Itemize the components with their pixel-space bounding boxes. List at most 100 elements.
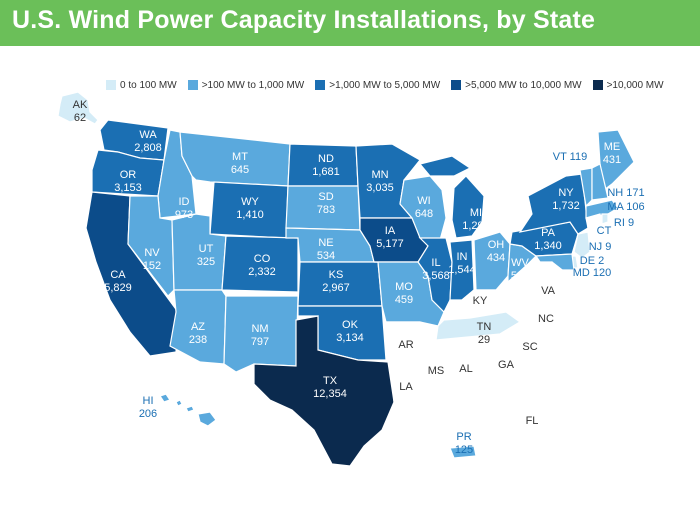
legend-item: >5,000 MW to 10,000 MW xyxy=(451,79,582,91)
state-value-wv: 583 xyxy=(511,270,529,282)
state-nh xyxy=(591,163,609,201)
state-fl xyxy=(456,397,567,475)
state-tx xyxy=(253,315,395,467)
legend-label: >10,000 MW xyxy=(606,79,664,91)
map-legend: 0 to 100 MW >100 MW to 1,000 MW >1,000 MW … xyxy=(106,78,675,92)
state-value-az: 238 xyxy=(189,334,207,346)
state-value-mt: 645 xyxy=(231,164,249,176)
state-label-mo: MO xyxy=(395,281,413,293)
state-value-in: 1,544 xyxy=(448,264,476,276)
state-label-ct: CT xyxy=(597,225,612,237)
state-label-fl: FL xyxy=(526,415,539,427)
state-value-il: 3,568 xyxy=(422,270,450,282)
state-label-ok: OK xyxy=(342,319,359,331)
state-label-wy: WY xyxy=(241,196,259,208)
state-value-nd: 1,681 xyxy=(312,166,340,178)
state-label-wa: WA xyxy=(139,129,157,141)
state-value-mn: 3,035 xyxy=(366,182,394,194)
legend-label: >5,000 MW to 10,000 MW xyxy=(465,79,582,91)
legend-item: >10,000 MW xyxy=(592,79,664,91)
legend-swatch xyxy=(592,80,603,90)
state-label-la: LA xyxy=(399,381,413,393)
page-title: U.S. Wind Power Capacity Installations, … xyxy=(12,6,596,34)
title-banner: U.S. Wind Power Capacity Installations, … xyxy=(0,0,700,46)
state-label-ut: UT xyxy=(199,243,214,255)
state-label-md: MD 120 xyxy=(573,267,612,279)
state-label-al: AL xyxy=(459,363,472,375)
state-label-de: DE 2 xyxy=(580,255,604,267)
state-ma xyxy=(585,199,619,219)
state-label-pa: PA xyxy=(541,227,556,239)
state-ar xyxy=(385,321,437,373)
state-value-me: 431 xyxy=(603,154,621,166)
state-value-ak: 62 xyxy=(74,112,86,124)
state-label-pr: PR xyxy=(456,431,471,443)
state-label-ca: CA xyxy=(110,269,126,281)
legend-item: 0 to 100 MW xyxy=(106,80,177,91)
state-value-ok: 3,134 xyxy=(336,332,364,344)
state-value-pr: 125 xyxy=(455,444,473,456)
state-label-nm: NM xyxy=(251,323,268,335)
state-la xyxy=(391,371,441,421)
state-label-nv: NV xyxy=(144,247,160,259)
state-mi xyxy=(418,155,485,239)
state-ri xyxy=(601,213,609,225)
state-value-tx: 12,354 xyxy=(313,388,347,400)
state-label-ny: NY xyxy=(558,187,574,199)
state-pr xyxy=(449,445,477,459)
state-ny xyxy=(518,173,589,235)
state-az xyxy=(169,289,227,365)
state-label-ks: KS xyxy=(329,269,344,281)
state-label-wi: WI xyxy=(417,195,430,207)
state-label-mi: MI xyxy=(470,207,482,219)
state-co xyxy=(221,235,299,293)
state-value-nv: 152 xyxy=(143,260,161,272)
state-label-tn: TN xyxy=(477,321,492,333)
state-label-sc: SC xyxy=(522,341,537,353)
legend-item: >100 MW to 1,000 MW xyxy=(187,79,305,91)
state-label-nd: ND xyxy=(318,153,334,165)
state-value-co: 2,332 xyxy=(248,266,276,278)
state-label-va: VA xyxy=(541,285,556,297)
state-label-ga: GA xyxy=(498,359,515,371)
state-hi xyxy=(159,393,217,427)
state-label-hi: HI xyxy=(143,395,154,407)
state-value-ia: 5,177 xyxy=(376,238,404,250)
state-label-in: IN xyxy=(457,251,468,263)
state-label-az: AZ xyxy=(191,321,205,333)
state-label-nh: NH 171 xyxy=(607,187,644,199)
legend-label: >1,000 MW to 5,000 MW xyxy=(329,79,441,91)
state-label-ma: MA 106 xyxy=(607,201,644,213)
state-ak xyxy=(57,91,99,125)
legend-swatch xyxy=(451,80,462,90)
state-label-tx: TX xyxy=(323,375,338,387)
state-value-oh: 434 xyxy=(487,252,505,264)
state-value-pa: 1,340 xyxy=(534,240,562,252)
legend-item: >1,000 MW to 5,000 MW xyxy=(315,80,440,91)
state-value-wa: 2,808 xyxy=(134,142,162,154)
state-label-nc: NC xyxy=(538,313,554,325)
state-label-wv: WV xyxy=(511,257,529,269)
state-label-nj: NJ 9 xyxy=(589,241,612,253)
state-value-wy: 1,410 xyxy=(236,209,264,221)
state-label-ky: KY xyxy=(473,295,488,307)
state-value-hi: 206 xyxy=(139,408,157,420)
state-label-mn: MN xyxy=(371,169,388,181)
state-value-id: 973 xyxy=(175,209,193,221)
state-label-ak: AK xyxy=(73,99,88,111)
state-label-or: OR xyxy=(120,169,137,181)
state-label-ne: NE xyxy=(318,237,333,249)
legend-label: >100 MW to 1,000 MW xyxy=(201,79,305,91)
state-label-ms: MS xyxy=(428,365,445,377)
state-label-ia: IA xyxy=(385,225,396,237)
state-label-sd: SD xyxy=(318,191,333,203)
state-ct xyxy=(585,213,603,229)
state-value-or: 3,153 xyxy=(114,182,142,194)
state-label-vt: VT 119 xyxy=(553,151,587,163)
state-value-tn: 29 xyxy=(478,334,490,346)
state-label-ri: RI 9 xyxy=(614,217,634,229)
state-label-oh: OH xyxy=(488,239,505,251)
legend-swatch xyxy=(315,80,326,90)
